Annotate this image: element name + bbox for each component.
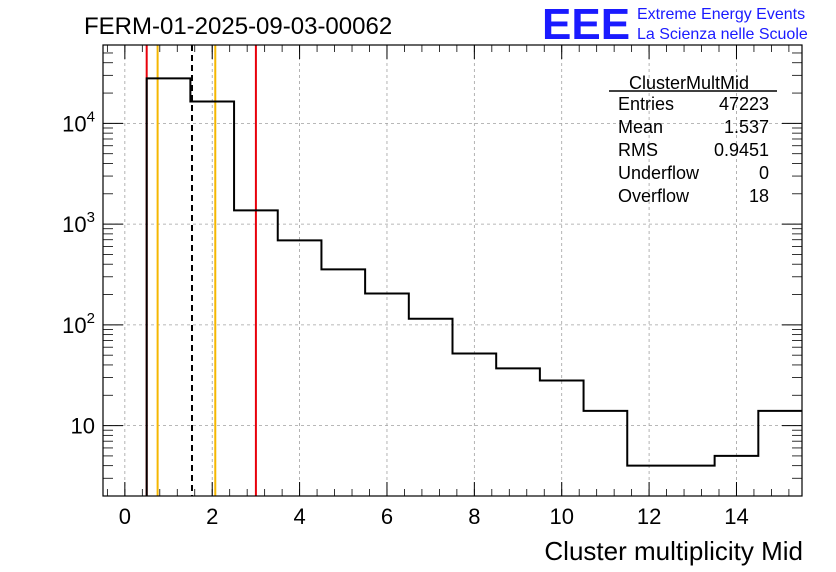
stats-row-value: 1.537 (724, 117, 769, 137)
x-tick-label: 14 (724, 504, 748, 529)
histogram-bin (496, 368, 540, 496)
histogram-bin (321, 269, 365, 496)
eee-logo-line2: La Scienza nelle Scuole (637, 26, 808, 43)
stats-row-label: Mean (618, 117, 663, 137)
stats-box: ClusterMultMid Entries 47223 Mean 1.537 RMS 0… (609, 73, 777, 206)
x-tick-label: 0 (119, 504, 131, 529)
stats-row-label: RMS (618, 140, 658, 160)
stats-row-value: 0 (759, 163, 769, 183)
marker-lines (145, 45, 257, 496)
plot-frame (102, 44, 803, 497)
histogram-bin (758, 411, 802, 496)
stats-row-value: 47223 (719, 94, 769, 114)
histogram-outline (145, 77, 802, 496)
stats-row-label: Entries (618, 94, 674, 114)
chart-title: FERM-01-2025-09-03-00062 (84, 13, 392, 40)
histogram-bin (147, 78, 191, 496)
x-tick-label: 12 (637, 504, 661, 529)
eee-logo-line1: Extreme Energy Events (637, 6, 805, 23)
histogram-bars (145, 77, 802, 496)
eee-logo-mark: EEE (542, 0, 630, 49)
stats-row-value: 0.9451 (714, 140, 769, 160)
x-tick-label: 4 (293, 504, 305, 529)
stats-row-value: 18 (749, 186, 769, 206)
y-tick-label: 102 (62, 310, 95, 338)
y-tick-label: 104 (62, 108, 95, 136)
stats-row-label: Overflow (618, 186, 690, 206)
x-tick-label: 10 (549, 504, 573, 529)
x-tick-label: 2 (206, 504, 218, 529)
histogram-bin (584, 411, 628, 496)
x-axis-label: Cluster multiplicity Mid (544, 536, 803, 566)
eee-logo: EEE Extreme Energy Events La Scienza nel… (542, 0, 808, 49)
y-tick-label: 103 (62, 209, 95, 237)
grid-lines (103, 45, 802, 496)
stats-row-label: Underflow (618, 163, 700, 183)
x-tick-label: 6 (381, 504, 393, 529)
y-tick-label: 10 (71, 414, 95, 439)
stats-title: ClusterMultMid (629, 73, 749, 93)
x-tick-label: 8 (468, 504, 480, 529)
histogram-bin (409, 319, 453, 496)
axes: 0 2 4 6 8 10 12 14 10 102 103 104 (62, 44, 802, 529)
histogram-bin (671, 466, 715, 496)
histogram-bin (278, 240, 322, 496)
